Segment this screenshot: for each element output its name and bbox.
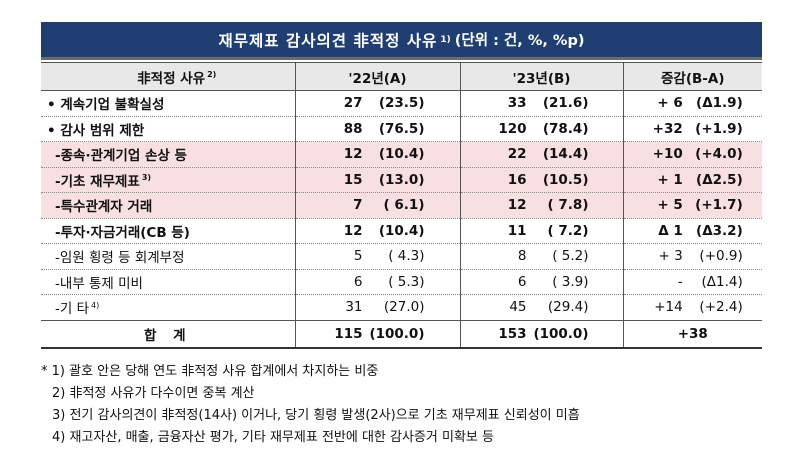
change-count: + 6 [657, 95, 683, 112]
row-label: -기초 재무제표 3) [41, 167, 296, 193]
total-share-2022: (100.0) [369, 325, 425, 342]
change-share: (+4.0) [695, 146, 743, 163]
table-header-row: 非적정 사유 2) '22년(A) '23년(B) 증감(B-A) [41, 62, 762, 91]
share-2023: (10.5) [542, 171, 589, 188]
total-row: 합 계 115 (100.0) 153 (100.0) +38 [41, 319, 762, 349]
table-row: • 감사 범위 제한 88 (76.5) 120 (78.4) +32 (+1.9) [41, 116, 762, 142]
value-2023: 22 [507, 146, 527, 163]
value-2023: 12 [507, 197, 527, 214]
change-share: (+1.7) [695, 197, 743, 214]
value-2023: 6 [517, 273, 527, 290]
share-2023: (78.4) [542, 120, 589, 137]
title-main: 재무제표 감사의견 非적정 사유 [218, 31, 438, 50]
change-count: +14 [654, 299, 683, 316]
change-share: (Δ3.2) [696, 222, 743, 239]
header-reason: 非적정 사유 2) [41, 62, 296, 91]
total-share-2023: (100.0) [533, 325, 589, 342]
share-2023: ( 7.2) [547, 222, 589, 239]
row-label: • 감사 범위 제한 [41, 116, 296, 142]
footnotes: 1) 괄호 안은 당해 연도 非적정 사유 합계에서 차지하는 비중 2) 非적… [41, 361, 580, 449]
value-2023: 16 [507, 171, 527, 188]
table-row: -종속·관계기업 손상 등 12 (10.4) 22 (14.4) +10 (+4.0… [41, 141, 762, 168]
value-2023: 33 [507, 95, 527, 112]
table-title: 재무제표 감사의견 非적정 사유 1) (단위 : 건, %, %p) [41, 22, 762, 60]
change-count: + 1 [657, 171, 683, 188]
share-2022: (27.0) [383, 299, 425, 316]
value-2023: 120 [498, 120, 527, 137]
share-2022: ( 4.3) [388, 248, 425, 265]
share-2022: (23.5) [378, 95, 425, 112]
share-2022: (10.4) [378, 222, 425, 239]
value-2022: 12 [343, 222, 363, 239]
reasons-table: 非적정 사유 2) '22년(A) '23년(B) 증감(B-A) • 계속기업 … [41, 62, 762, 349]
header-2022: '22년(A) [294, 62, 461, 91]
value-2023: 11 [507, 222, 527, 239]
value-2022: 5 [353, 248, 363, 265]
value-2022: 27 [343, 95, 363, 112]
share-2022: (13.0) [378, 171, 425, 188]
change-share: (Δ1.4) [701, 273, 743, 290]
table-row: -임원 횡령 등 회계부정 5 ( 4.3) 8 ( 5.2) + 3 (+0.9) [41, 243, 762, 270]
footnote: 1) 괄호 안은 당해 연도 非적정 사유 합계에서 차지하는 비중 [41, 361, 580, 383]
table-row: -내부 통제 미비 6 ( 5.3) 6 ( 3.9) - (Δ1.4) [41, 269, 762, 295]
change-count: Δ 1 [658, 222, 683, 239]
change-count: - [677, 273, 683, 290]
row-label: • 계속기업 불확실성 [41, 90, 296, 117]
row-label: -내부 통제 미비 [41, 269, 296, 295]
change-count: +10 [652, 146, 683, 163]
share-2023: (14.4) [542, 146, 589, 163]
share-2022: (10.4) [378, 146, 425, 163]
header-2023: '23년(B) [459, 62, 624, 91]
total-change: +38 [622, 319, 762, 349]
share-2023: ( 7.8) [547, 197, 589, 214]
share-2023: (21.6) [542, 95, 589, 112]
table-row: • 계속기업 불확실성 27 (23.5) 33 (21.6) + 6 (Δ1.9) [41, 90, 762, 117]
row-label: -기 타 4) [41, 294, 296, 321]
footnote: 4) 재고자산, 매출, 금융자산 평가, 기타 재무제표 전반에 대한 감사증… [52, 430, 494, 445]
share-2023: ( 3.9) [552, 273, 589, 290]
header-change: 증감(B-A) [622, 62, 762, 91]
value-2022: 7 [353, 197, 363, 214]
table-row: -기 타 4) 31 (27.0) 45 (29.4) +14 (+2.4) [41, 294, 762, 321]
row-label: -특수관계자 거래 [41, 192, 296, 219]
total-2023: 153 [498, 325, 527, 342]
change-share: (+1.9) [695, 120, 743, 137]
table-container: 재무제표 감사의견 非적정 사유 1) (단위 : 건, %, %p) 非적정 … [41, 22, 762, 349]
value-2022: 31 [345, 299, 363, 316]
table-row: -투자·자금거래(CB 등) 12 (10.4) 11 ( 7.2) Δ 1 (Δ3.… [41, 218, 762, 244]
change-count: + 3 [658, 248, 683, 265]
value-2022: 12 [343, 146, 363, 163]
value-2022: 15 [343, 171, 363, 188]
change-share: (+2.4) [699, 299, 743, 316]
title-footnote-mark: 1) [440, 34, 451, 45]
row-label: -종속·관계기업 손상 등 [41, 141, 296, 168]
change-count: +32 [652, 120, 683, 137]
share-2022: ( 5.3) [388, 273, 425, 290]
row-label: -임원 횡령 등 회계부정 [41, 243, 296, 270]
title-unit: (단위 : 건, %, %p) [454, 33, 585, 49]
table-row: -기초 재무제표 3) 15 (13.0) 16 (10.5) + 1 (Δ2.5) [41, 167, 762, 193]
change-share: (Δ2.5) [696, 171, 743, 188]
change-share: (Δ1.9) [696, 95, 743, 112]
share-2023: ( 5.2) [552, 248, 589, 265]
value-2022: 88 [343, 120, 363, 137]
total-2022: 115 [334, 325, 363, 342]
footnote: 3) 전기 감사의견이 非적정(14사) 이거나, 당기 횡령 발생(2사)으로… [52, 408, 580, 423]
row-label: -투자·자금거래(CB 등) [41, 218, 296, 244]
value-2023: 8 [517, 248, 527, 265]
value-2023: 45 [509, 299, 527, 316]
value-2022: 6 [353, 273, 363, 290]
share-2022: ( 6.1) [383, 197, 425, 214]
share-2022: (76.5) [378, 120, 425, 137]
footnote: 2) 非적정 사유가 다수이면 중복 계산 [52, 386, 255, 401]
share-2023: (29.4) [547, 299, 589, 316]
change-count: + 5 [657, 197, 683, 214]
total-label: 합 계 [41, 319, 296, 349]
change-share: (+0.9) [699, 248, 743, 265]
table-row: -특수관계자 거래 7 ( 6.1) 12 ( 7.8) + 5 (+1.7) [41, 192, 762, 219]
